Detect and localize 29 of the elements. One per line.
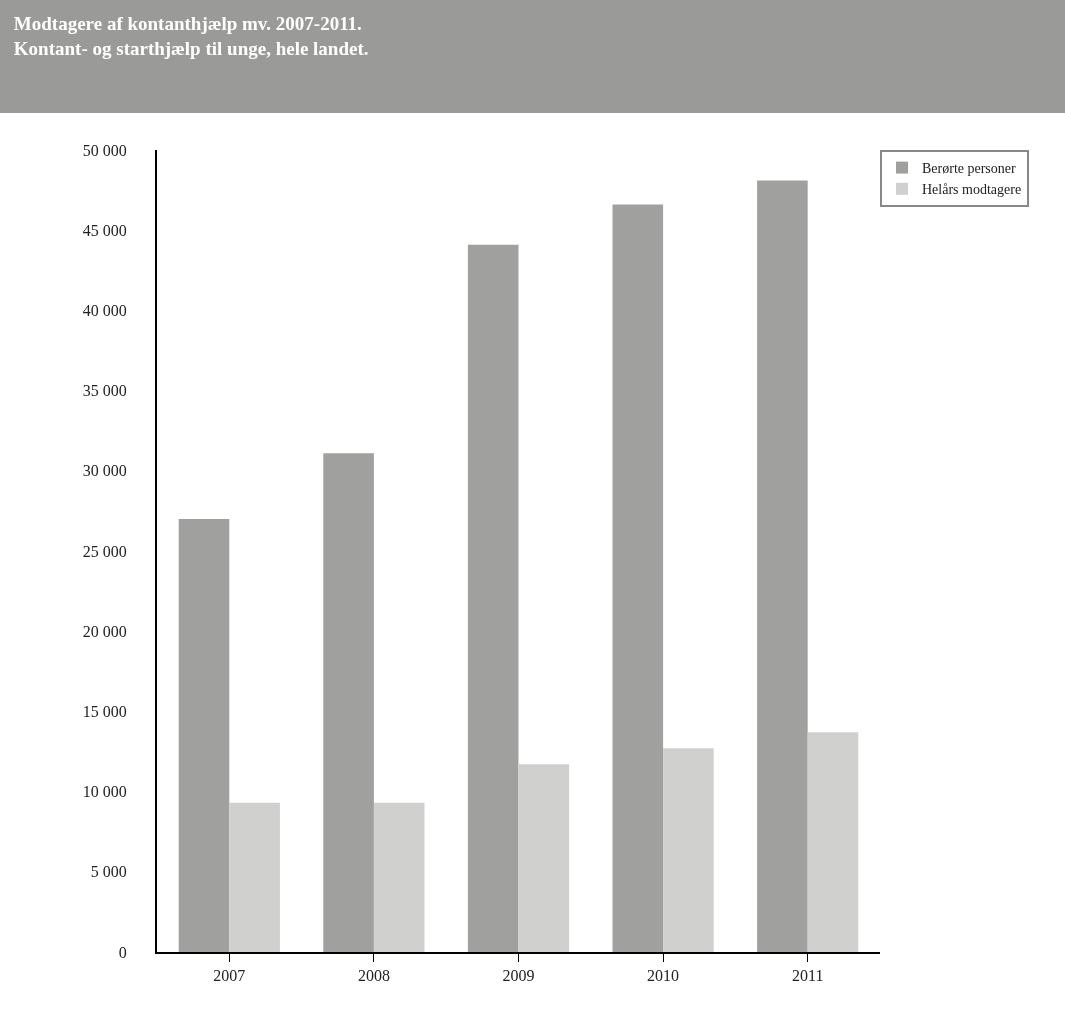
bar — [178, 518, 230, 952]
bar — [757, 180, 808, 952]
y-tick-label: 35 000 — [82, 382, 127, 400]
legend-label: Helårs modtagere — [922, 182, 1022, 198]
x-tick-label: 2009 — [502, 967, 535, 985]
y-tick-label: 15 000 — [82, 703, 127, 720]
y-tick-label: 25 000 — [82, 542, 127, 560]
y-tick-label: 20 000 — [82, 622, 127, 640]
y-tick-label: 5 000 — [90, 863, 127, 881]
bar — [323, 453, 374, 952]
bar — [663, 748, 714, 952]
bar — [467, 244, 519, 952]
y-tick-label: 0 — [118, 943, 127, 961]
x-tick-label: 2007 — [213, 967, 246, 985]
x-tick-label: 2011 — [792, 967, 824, 985]
bar — [373, 802, 425, 952]
bar — [807, 732, 859, 952]
bar — [518, 764, 570, 952]
chart-title: Modtagere af kontanthjælp mv. 2007-2011. Kontant- og starthjælp til unge, hele landet. — [13, 13, 369, 60]
y-tick-label: 45 000 — [82, 221, 127, 239]
y-tick-label: 10 000 — [82, 783, 127, 801]
bar — [229, 802, 280, 952]
y-tick-label: 40 000 — [82, 302, 127, 319]
bar — [612, 204, 664, 952]
x-tick-label: 2010 — [647, 967, 680, 985]
x-tick-label: 2008 — [357, 967, 390, 985]
y-tick-label: 50 000 — [82, 141, 127, 159]
legend-label: Berørte personer — [922, 161, 1017, 177]
y-tick-label: 30 000 — [82, 462, 127, 480]
